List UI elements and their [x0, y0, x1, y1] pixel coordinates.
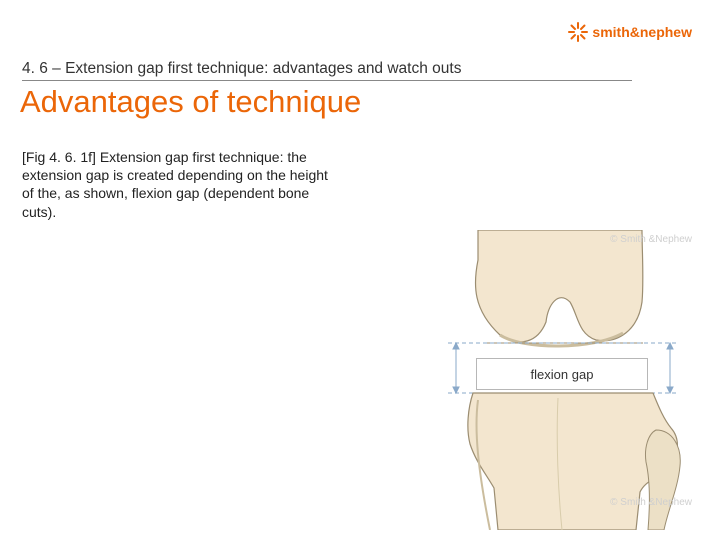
knee-figure: flexion gap © Smith &Nephew © Smith &Nep…	[428, 230, 698, 530]
brand-logo: smith&nephew	[568, 22, 692, 42]
page-title: Advantages of technique	[20, 84, 361, 120]
brand-name: smith&nephew	[592, 24, 692, 40]
figure-watermark-top: © Smith &Nephew	[610, 234, 692, 245]
femur-shape	[475, 230, 642, 342]
figure-watermark-bottom: © Smith &Nephew	[610, 497, 692, 508]
brand-cross-icon	[568, 22, 588, 42]
flexion-gap-label-text: flexion gap	[531, 367, 594, 382]
section-label: 4. 6 – Extension gap first technique: ad…	[22, 60, 632, 81]
body-text: [Fig 4. 6. 1f] Extension gap first techn…	[22, 148, 342, 221]
fibula-shape	[645, 430, 680, 530]
flexion-gap-label: flexion gap	[476, 358, 648, 390]
gap-arrow-left	[453, 343, 459, 393]
gap-arrow-right	[667, 343, 673, 393]
